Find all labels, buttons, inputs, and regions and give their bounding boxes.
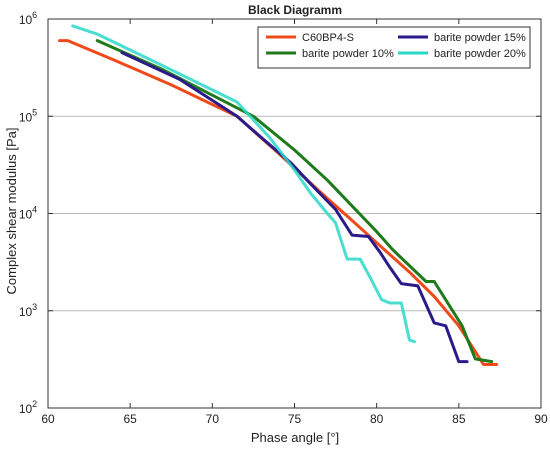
legend-label: barite powder 20% [434, 48, 526, 60]
y-tick-label: 106 [19, 10, 37, 27]
y-tick-label: 104 [19, 205, 37, 222]
x-tick-label: 80 [370, 412, 384, 426]
chart-title: Black Diagramm [248, 3, 342, 17]
x-tick-label: 85 [452, 412, 466, 426]
x-tick-label: 65 [123, 412, 137, 426]
x-tick-label: 60 [41, 412, 55, 426]
x-tick-label: 75 [288, 412, 302, 426]
x-axis-title: Phase angle [°] [251, 430, 339, 445]
series-line-1 [58, 39, 499, 366]
legend-label: C60BP4-S [302, 32, 354, 44]
legend: C60BP4-S barite powder 10% barite powder 1… [257, 26, 531, 69]
series-line-2 [95, 39, 494, 364]
y-tick-label: 105 [19, 107, 37, 124]
grid-lines [48, 115, 541, 312]
legend-label: barite powder 10% [302, 48, 394, 60]
legend-label: barite powder 15% [434, 32, 526, 44]
x-tick-label: 70 [206, 412, 220, 426]
series-line-3 [120, 51, 469, 364]
y-tick-label: 103 [19, 302, 37, 319]
legend-box [257, 26, 531, 69]
series-line-4 [71, 24, 416, 344]
axis-ticks: 60 65 70 75 80 85 90 102 103 104 105 106 [19, 10, 548, 426]
x-tick-label: 90 [534, 412, 548, 426]
y-axis-title: Complex shear modulus [Pa] [4, 128, 19, 295]
y-tick-label: 102 [19, 399, 37, 416]
series-lines [58, 24, 499, 366]
